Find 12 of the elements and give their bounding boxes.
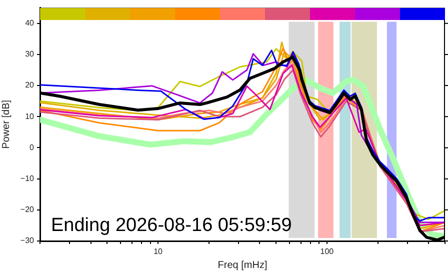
- y-tick-label: −20: [20, 205, 35, 214]
- y-tick-label: 20: [25, 80, 35, 90]
- y-tick-label: 10: [25, 112, 35, 121]
- y-axis-title: Power [dB]: [0, 100, 12, 149]
- x-axis-title: Freq [mHz]: [218, 260, 268, 271]
- y-tick-label: −30: [20, 236, 35, 246]
- y-tick-label: 0: [30, 142, 35, 152]
- y-tick-label: 30: [25, 50, 35, 59]
- y-tick-label: 40: [25, 18, 35, 28]
- y-tick-label: −10: [20, 174, 35, 184]
- x-tick-label: 100: [320, 247, 334, 256]
- annotation: Ending 2026-08-16 05:59:59: [51, 215, 292, 236]
